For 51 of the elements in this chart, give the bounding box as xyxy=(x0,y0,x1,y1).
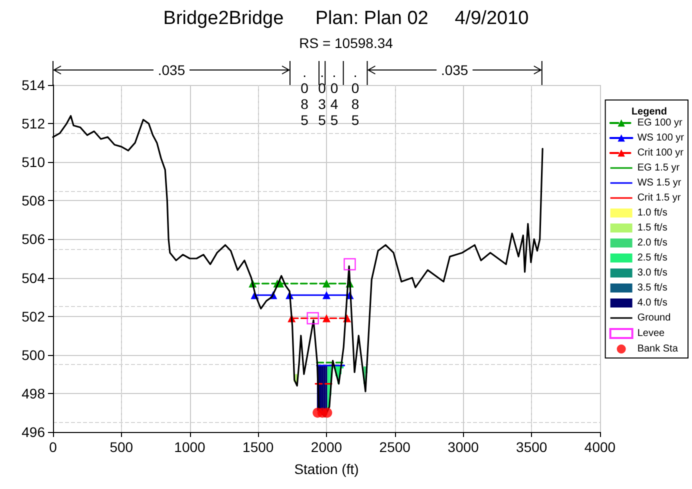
y-tick-label: 506 xyxy=(22,231,46,248)
legend-label: Crit 100 yr xyxy=(637,148,684,158)
y-tick-label: 496 xyxy=(22,424,46,440)
text: .035 xyxy=(440,62,468,78)
point xyxy=(322,291,330,300)
y-tick-label: 510 xyxy=(22,154,46,170)
legend-label: 2.5 ft/s xyxy=(637,252,668,264)
legend-title: Legend xyxy=(631,106,668,118)
legend-label: 3.0 ft/s xyxy=(637,268,668,278)
y-tick-label: 498 xyxy=(22,385,46,402)
legend-label: EG 1.5 yr xyxy=(637,162,680,174)
legend-label: 2.0 ft/s xyxy=(637,238,668,248)
y-tick-label: 500 xyxy=(22,346,46,363)
x-tick-label: 1000 xyxy=(174,439,206,455)
annotation: .045 xyxy=(330,64,338,128)
x-tick-label: 2500 xyxy=(379,439,411,455)
x-tick-label: 3000 xyxy=(448,439,480,455)
legend-label: 3.5 ft/s xyxy=(637,282,668,294)
annotation: .035 xyxy=(318,64,326,128)
legend-label: WS 1.5 yr xyxy=(637,178,682,188)
point xyxy=(306,312,319,324)
point xyxy=(322,314,330,322)
y-tick-label: 514 xyxy=(22,77,46,93)
point xyxy=(322,408,332,418)
point xyxy=(322,280,330,288)
legend-label: 1.5 ft/s xyxy=(637,222,668,234)
annotation: .085 xyxy=(351,64,360,128)
x-axis-title: Station (ft) xyxy=(294,461,359,477)
x-tick-label: 3500 xyxy=(516,439,548,455)
y-tick-label: 512 xyxy=(22,116,46,132)
legend-label: 4.0 ft/s xyxy=(637,298,668,308)
chart-subtitle: RS = 10598.34 xyxy=(299,35,394,51)
text: .035 xyxy=(158,62,186,78)
point xyxy=(344,258,356,270)
chart-title: Bridge2Bridge Plan: Plan 02 4/9/2010 xyxy=(163,8,529,29)
y-tick-label: 504 xyxy=(22,270,46,286)
legend-label: Bank Sta xyxy=(637,344,678,354)
x-tick-label: 2000 xyxy=(310,439,342,455)
legend-label: Ground xyxy=(637,312,671,324)
legend-label: Levee xyxy=(637,328,666,339)
x-tick-label: 0 xyxy=(49,439,58,455)
x-tick-label: 1500 xyxy=(242,439,274,455)
legend-label: EG 100 yr xyxy=(637,118,684,128)
x-tick-label: 4000 xyxy=(584,439,616,455)
y-tick-label: 502 xyxy=(22,308,46,324)
y-tick-label: 508 xyxy=(22,192,46,209)
annotation: .085 xyxy=(300,64,309,128)
legend-label: WS 100 yr xyxy=(637,132,685,144)
legend-label: 1.0 ft/s xyxy=(637,208,668,218)
legend-label: Crit 1.5 yr xyxy=(637,192,682,204)
x-tick-label: 500 xyxy=(110,439,134,455)
